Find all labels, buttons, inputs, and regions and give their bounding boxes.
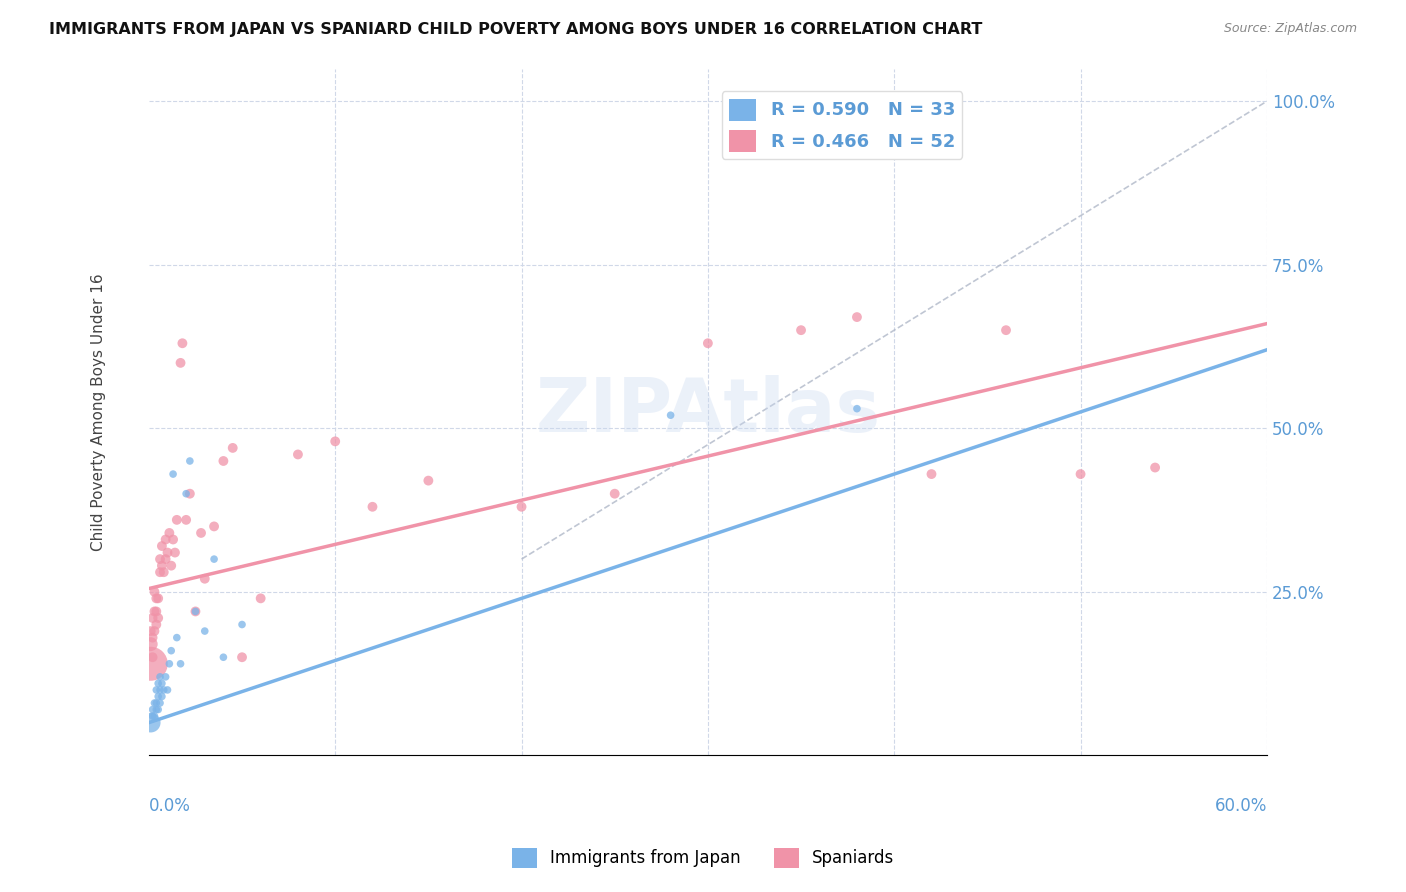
Point (142, 709, 165, 723)
Point (1070, 467, 1092, 481)
Point (150, 676, 173, 690)
Point (659, 408, 682, 422)
Point (995, 323, 1018, 337)
Point (149, 552, 172, 566)
Text: ZIPAtlas: ZIPAtlas (536, 376, 880, 449)
Point (222, 441, 245, 455)
Point (143, 709, 166, 723)
Point (323, 434, 346, 449)
Point (149, 670, 172, 684)
Text: Source: ZipAtlas.com: Source: ZipAtlas.com (1223, 22, 1357, 36)
Point (145, 604, 167, 618)
Point (845, 310, 868, 324)
Point (145, 702, 167, 716)
Point (143, 584, 166, 599)
Point (231, 617, 253, 632)
Text: Child Poverty Among Boys Under 16: Child Poverty Among Boys Under 16 (91, 273, 105, 550)
Point (179, 486, 201, 500)
Point (160, 643, 183, 657)
Point (190, 525, 212, 540)
Point (149, 565, 172, 579)
Point (145, 682, 167, 697)
Point (150, 690, 173, 704)
Point (160, 558, 183, 573)
Point (169, 657, 191, 671)
Point (145, 617, 167, 632)
Point (156, 545, 179, 559)
Point (143, 696, 166, 710)
Text: IMMIGRANTS FROM JAPAN VS SPANIARD CHILD POVERTY AMONG BOYS UNDER 16 CORRELATION : IMMIGRANTS FROM JAPAN VS SPANIARD CHILD … (49, 22, 983, 37)
Point (287, 447, 309, 461)
Point (202, 519, 225, 533)
Point (184, 604, 207, 618)
Point (149, 682, 172, 697)
Point (142, 650, 165, 665)
Point (174, 486, 197, 500)
Point (150, 539, 173, 553)
Legend: Immigrants from Japan, Spaniards: Immigrants from Japan, Spaniards (505, 841, 901, 875)
Point (143, 604, 166, 618)
Point (155, 552, 177, 566)
Point (162, 533, 184, 547)
Point (139, 637, 162, 651)
Point (249, 591, 271, 606)
Point (1144, 460, 1167, 475)
Point (179, 454, 201, 468)
Point (142, 631, 165, 645)
Point (696, 336, 718, 351)
Point (155, 533, 177, 547)
Point (212, 650, 235, 665)
Point (149, 696, 172, 710)
Text: 0.0%: 0.0% (149, 797, 191, 814)
Point (194, 624, 217, 638)
Text: 60.0%: 60.0% (1215, 797, 1267, 814)
Point (184, 604, 207, 618)
Point (163, 545, 186, 559)
Point (148, 676, 170, 690)
Point (845, 401, 868, 416)
Point (139, 624, 162, 638)
Point (142, 611, 165, 625)
Point (148, 690, 170, 704)
Point (152, 682, 174, 697)
Point (148, 611, 170, 625)
Point (143, 624, 166, 638)
Point (172, 336, 194, 351)
Point (169, 356, 191, 370)
Legend: R = 0.590   N = 33, R = 0.466   N = 52: R = 0.590 N = 33, R = 0.466 N = 52 (721, 91, 962, 159)
Point (790, 323, 813, 337)
Point (145, 591, 167, 606)
Point (921, 467, 943, 481)
Point (148, 591, 170, 606)
Point (139, 657, 162, 671)
Point (152, 565, 174, 579)
Point (162, 467, 184, 481)
Point (361, 500, 384, 514)
Point (202, 552, 225, 566)
Point (156, 682, 179, 697)
Point (166, 631, 188, 645)
Point (166, 513, 188, 527)
Point (155, 670, 177, 684)
Point (157, 657, 180, 671)
Point (231, 650, 253, 665)
Point (145, 696, 167, 710)
Point (603, 486, 626, 500)
Point (194, 572, 217, 586)
Point (148, 702, 170, 716)
Point (157, 525, 180, 540)
Point (139, 715, 162, 730)
Point (174, 513, 197, 527)
Point (510, 500, 533, 514)
Point (150, 558, 173, 573)
Point (142, 702, 165, 716)
Point (418, 474, 440, 488)
Point (212, 454, 235, 468)
